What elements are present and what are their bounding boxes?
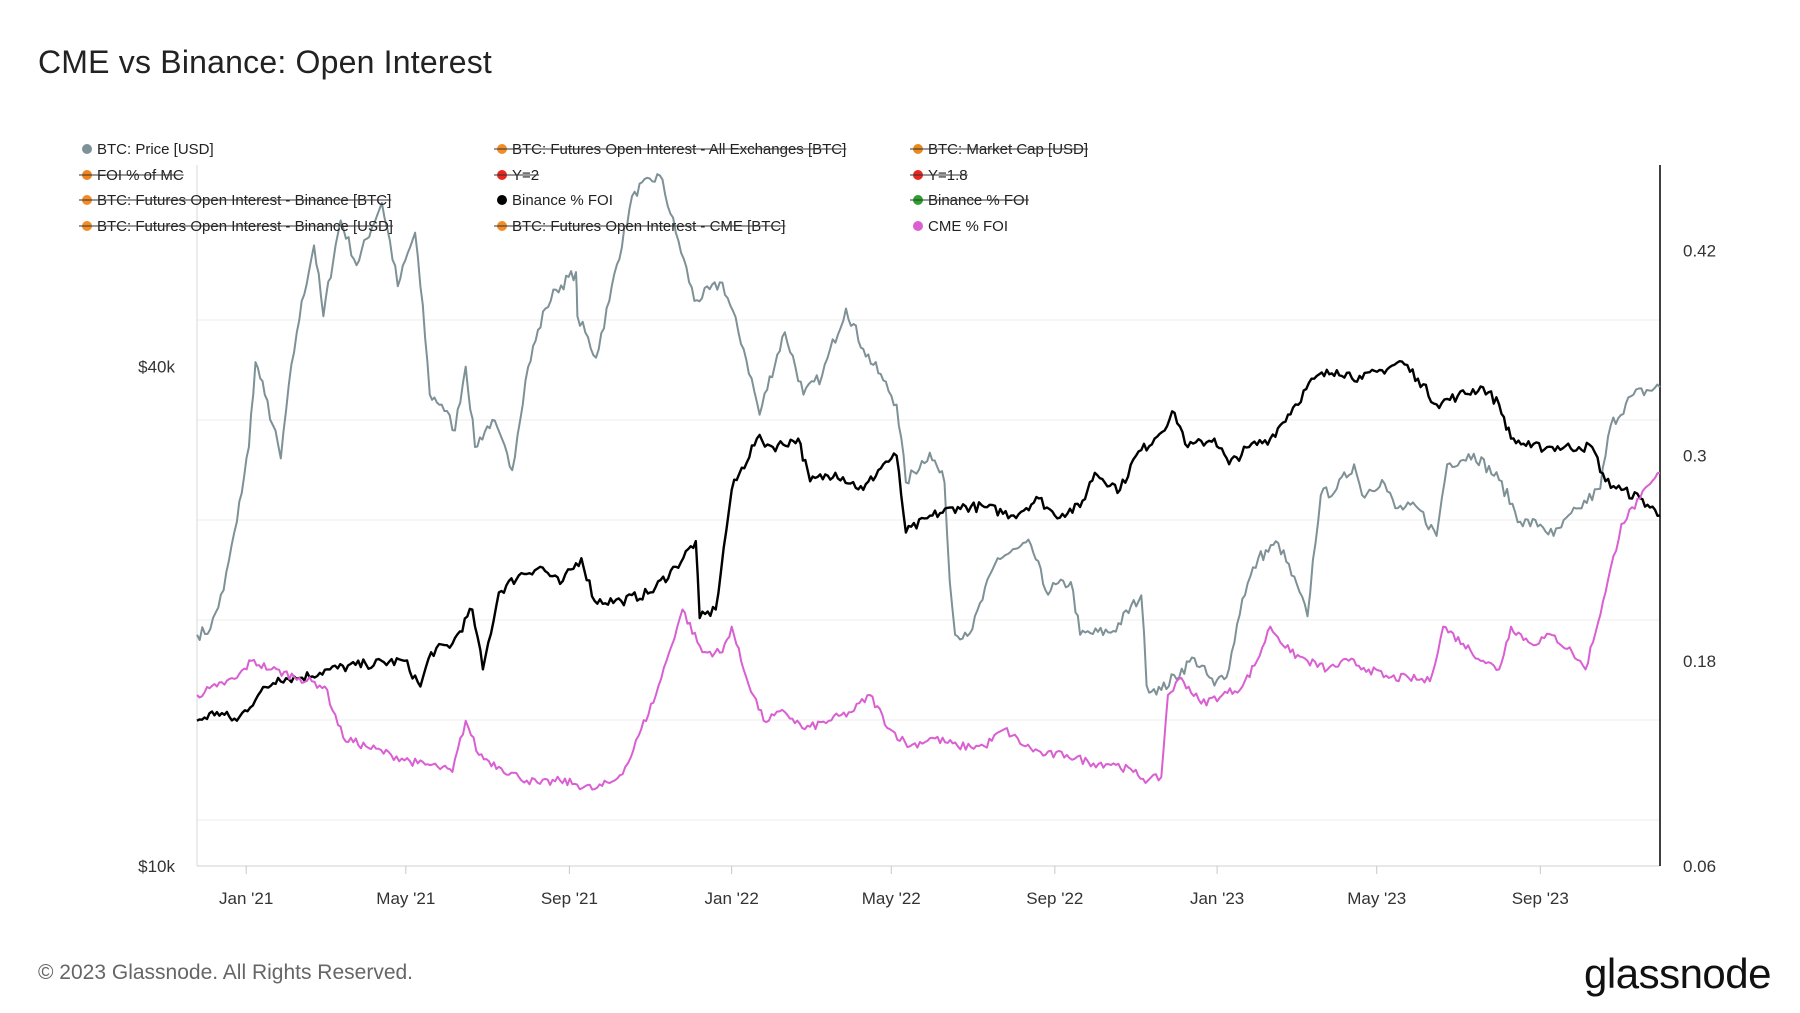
legend-item[interactable]: BTC: Futures Open Interest - Binance [US…: [79, 218, 393, 235]
right-tick-label: 0.3: [1683, 447, 1707, 466]
legend-label: Binance % FOI: [512, 192, 613, 209]
x-tick-label: May '21: [376, 889, 435, 908]
x-tick-label: Sep '22: [1026, 889, 1083, 908]
chart-title: CME vs Binance: Open Interest: [38, 44, 493, 80]
legend-item[interactable]: BTC: Price [USD]: [82, 141, 214, 158]
x-tick-label: Jan '23: [1190, 889, 1244, 908]
x-tick-label: May '23: [1347, 889, 1406, 908]
legend-item[interactable]: FOI % of MC: [79, 167, 184, 184]
left-tick-label: $40k: [138, 358, 175, 377]
series-line-0: [196, 173, 1661, 696]
series-line-1: [196, 360, 1661, 722]
right-tick-label: 0.06: [1683, 857, 1716, 876]
legend-marker: [913, 221, 923, 231]
gridlines: [197, 319, 1660, 821]
legend-label: BTC: Price [USD]: [97, 141, 214, 158]
legend-item[interactable]: CME % FOI: [913, 218, 1008, 235]
legend-item[interactable]: Y=2: [494, 167, 540, 184]
x-tick-label: Jan '21: [219, 889, 273, 908]
series-lines: [196, 173, 1661, 791]
x-axis: Jan '21 May '21 Sep '21 Jan '22 May '22 Sep '…: [219, 866, 1569, 908]
copyright-footer: © 2023 Glassnode. All Rights Reserved.: [38, 961, 414, 984]
legend-item[interactable]: BTC: Market Cap [USD]: [910, 141, 1089, 158]
right-tick-label: 0.42: [1683, 241, 1716, 260]
legend-label: CME % FOI: [928, 218, 1008, 235]
legend-item[interactable]: BTC: Futures Open Interest - CME [BTC]: [494, 218, 786, 235]
x-tick-label: Jan '22: [705, 889, 759, 908]
series-line-2: [196, 471, 1661, 791]
legend-item[interactable]: BTC: Futures Open Interest - All Exchang…: [494, 141, 847, 158]
x-tick-label: Sep '21: [541, 889, 598, 908]
legend: BTC: Price [USD] BTC: Futures Open Intere…: [79, 141, 1089, 235]
legend-item[interactable]: Binance % FOI: [497, 192, 613, 209]
glassnode-logo: glassnode: [1584, 950, 1771, 997]
right-tick-label: 0.18: [1683, 652, 1716, 671]
left-tick-label: $10k: [138, 857, 175, 876]
legend-item[interactable]: Binance % FOI: [910, 192, 1029, 209]
right-axis: 0.42 0.3 0.18 0.06: [1683, 241, 1716, 876]
legend-item[interactable]: BTC: Futures Open Interest - Binance [BT…: [79, 192, 392, 209]
legend-item[interactable]: Y=1.8: [910, 167, 968, 184]
x-tick-label: Sep '23: [1512, 889, 1569, 908]
legend-marker: [82, 144, 92, 154]
x-tick-label: May '22: [862, 889, 921, 908]
legend-marker: [497, 195, 507, 205]
left-axis: $40k $10k: [138, 358, 175, 876]
